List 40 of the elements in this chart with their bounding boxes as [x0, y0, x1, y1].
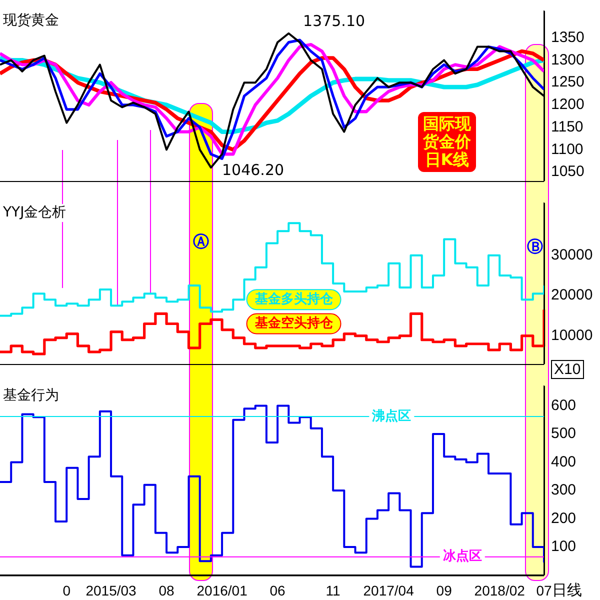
y-tick-label: 1050 — [551, 163, 584, 180]
y-tick-label: 1100 — [551, 140, 584, 158]
chart-title: YYJ金仓析 — [2, 204, 66, 221]
y-tick-label: 500 — [551, 425, 576, 442]
y-tick-label: 10000 — [551, 326, 593, 344]
chart-title: 现货黄金 — [3, 12, 59, 29]
y-tick-label: 1200 — [551, 96, 584, 114]
x-tick-label: 09 — [436, 582, 452, 598]
x-tick-label: 2016/01 — [196, 582, 248, 598]
annotation: 1375.10 — [303, 12, 366, 30]
x-tick-label: 11 — [326, 582, 341, 598]
annotation: Ⓐ — [193, 232, 209, 253]
x-tick-label: 08 — [158, 582, 175, 598]
chart-title: 基金行为 — [3, 388, 59, 404]
x-tick-label: 06 — [270, 582, 286, 598]
y-tick-label: 100 — [551, 538, 576, 556]
y-tick-label: 1150 — [551, 118, 584, 136]
annotation: Ⓑ — [527, 237, 543, 258]
text: X10 — [551, 360, 584, 379]
y-tick-label: 1250 — [551, 74, 584, 91]
y-tick-label: 400 — [551, 453, 576, 470]
y-tick-label: 600 — [551, 396, 576, 414]
ref-line-label: 沸点区 — [371, 408, 412, 424]
y-tick-label: 300 — [551, 482, 576, 499]
annotation: 国际现货金价日K线 — [418, 112, 476, 172]
y-tick-label: 1300 — [551, 51, 584, 68]
y-tick-label: 1350 — [551, 28, 584, 46]
y-tick-label: 20000 — [551, 286, 593, 304]
series-label: 基金多头持仓 — [254, 292, 334, 307]
annotation: 1046.20 — [222, 161, 284, 179]
text: 日线 — [552, 581, 582, 600]
y-tick-label: 30000 — [551, 246, 593, 264]
y-tick-label: 200 — [551, 510, 576, 527]
ref-line-label: 冰点区 — [442, 548, 482, 564]
x-tick-label: 2015/03 — [86, 582, 137, 598]
x-tick-label: 07 — [536, 582, 552, 598]
x-tick-label: 2018/02 — [474, 582, 526, 598]
series-label: 基金空头持仓 — [254, 315, 334, 332]
x-tick-label: 0 — [62, 582, 71, 598]
x-tick-label: 2017/04 — [363, 582, 414, 598]
